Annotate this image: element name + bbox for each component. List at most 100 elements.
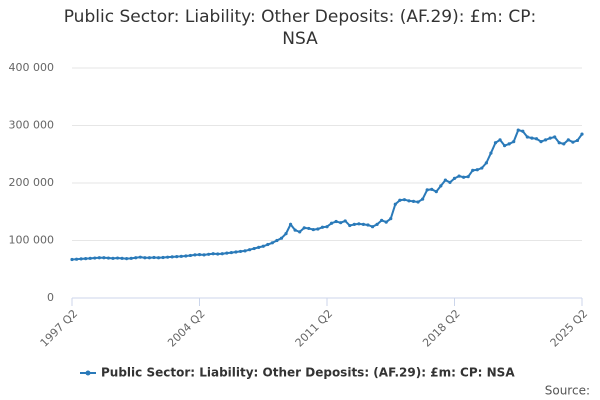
data-point [247,248,252,252]
data-point [575,138,580,143]
data-point [348,223,352,228]
data-point [252,246,256,251]
data-point [493,141,498,145]
data-point [498,138,502,142]
data-point [484,161,488,165]
data-point [384,220,388,224]
data-point [421,197,425,201]
data-point [543,138,548,142]
y-tick-label: 0 [47,291,54,304]
y-tick-label: 200 000 [9,176,55,189]
data-point [156,256,161,260]
data-point [147,256,152,260]
data-point [279,236,284,240]
data-point [275,238,279,243]
data-point [448,180,452,185]
data-point [571,140,575,144]
data-point [115,256,120,260]
data-point [220,252,224,256]
data-point [170,255,174,259]
chart-title: Public Sector: Liability: Other Deposits… [63,7,537,49]
data-point [512,140,516,144]
data-point [202,253,206,257]
x-tick-label: 2018 Q2 [420,307,463,350]
data-point [411,199,416,203]
data-point [466,175,470,179]
data-point [70,257,74,262]
data-point [434,190,438,194]
data-point [97,256,101,260]
data-point [298,230,302,234]
data-point [179,254,183,258]
data-point [507,142,511,146]
data-point [557,141,561,145]
data-point [357,222,361,226]
data-point [84,257,88,261]
data-point [516,128,520,132]
data-point [138,255,142,259]
data-point [120,256,124,260]
data-point [288,222,293,226]
data-point [79,257,83,261]
y-tick-label: 400 000 [9,61,55,74]
data-point [489,151,493,155]
data-point [380,218,384,222]
data-point [393,202,397,206]
source: Source: [545,384,590,398]
data-point [548,136,552,140]
data-point [452,176,457,180]
data-point [389,217,393,221]
data-point [175,255,179,259]
data-point [316,227,320,231]
data-point [106,256,111,260]
data-point [161,255,165,260]
data-point [307,226,311,231]
data-point [375,222,379,226]
data-point [425,188,429,192]
data-point [334,219,338,224]
data-point [143,256,147,260]
data-point [416,200,420,204]
x-tick-label: 2025 Q2 [548,307,591,350]
y-tick-label: 100 000 [9,234,55,247]
data-point [129,256,133,260]
data-point [311,227,315,232]
data-point [530,136,534,140]
data-point [566,138,570,142]
data-point [352,222,356,226]
data-point [225,251,229,255]
data-point [502,144,507,148]
data-point [266,242,270,247]
legend-label: Public Sector: Liability: Other Deposits… [101,366,515,380]
data-point [339,221,343,225]
data-point [539,140,543,144]
data-point [216,252,220,256]
y-tick-label: 300 000 [9,119,55,132]
data-point [134,256,138,260]
data-point [193,253,197,257]
x-tick-label: 2011 Q2 [293,307,336,350]
data-point [302,226,306,230]
data-point [398,198,402,202]
data-point [238,249,243,254]
data-point [293,228,297,232]
data-point [197,252,202,257]
data-point [111,256,115,260]
data-point [329,221,334,225]
data-point [534,137,539,141]
data-point [88,256,92,260]
data-point [480,166,484,170]
data-point [366,223,370,227]
data-point [257,245,261,249]
data-point [184,254,188,258]
data-point [475,168,479,172]
data-point [361,222,366,226]
data-point [471,168,475,172]
data-point [234,250,238,254]
data-point [188,253,192,258]
data-point [553,135,557,139]
data-point [370,225,375,229]
data-point [320,225,325,229]
data-point [229,250,233,255]
